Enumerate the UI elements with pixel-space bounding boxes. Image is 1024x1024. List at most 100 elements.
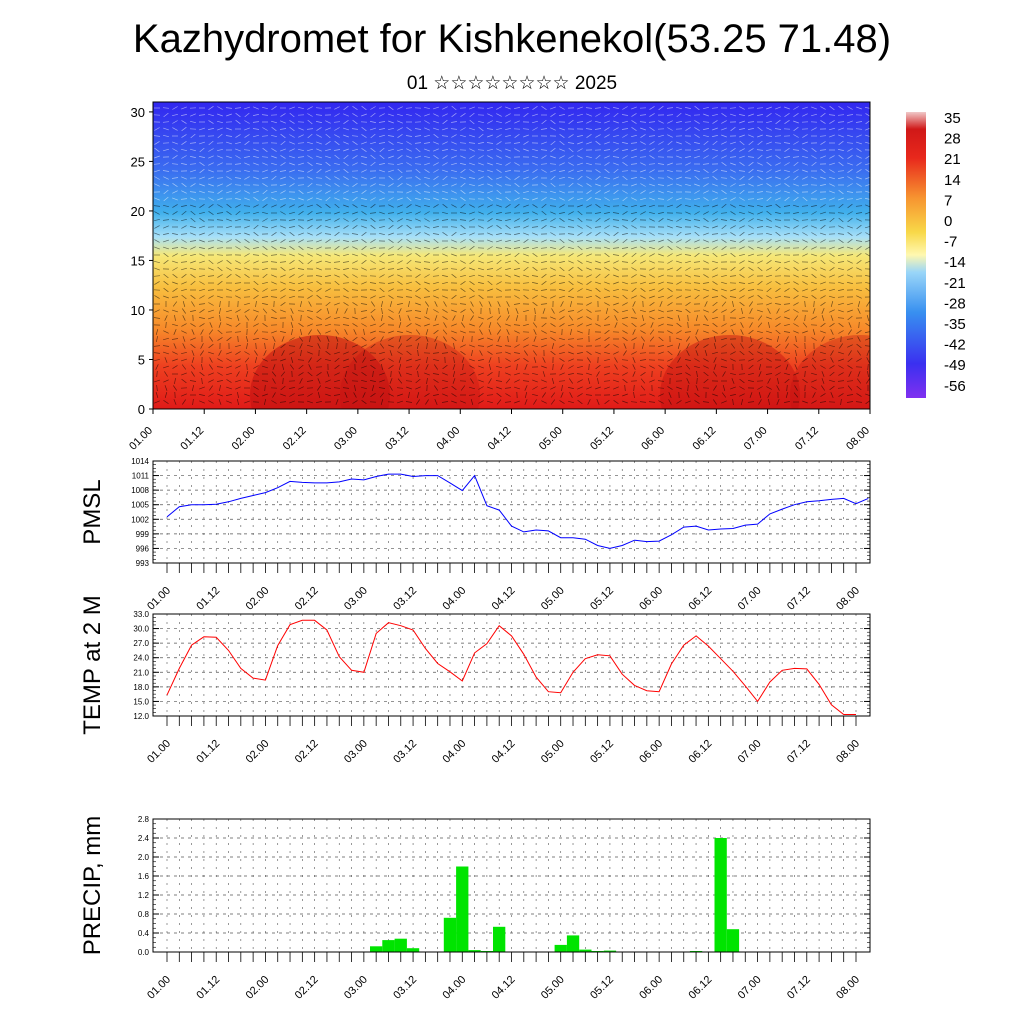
wind-vector (478, 191, 484, 193)
wind-vector (451, 190, 457, 194)
wind-vector (550, 182, 556, 188)
wind-vector (486, 128, 494, 130)
wind-vector (298, 232, 304, 236)
wind-vector (775, 203, 781, 209)
wind-vector (487, 275, 493, 277)
wind-vector (460, 288, 466, 292)
wind-vector (622, 294, 628, 300)
wind-vector (496, 392, 502, 398)
wind-vector (856, 176, 862, 180)
wind-vector (496, 233, 502, 235)
warm-cell (250, 335, 390, 409)
wind-vector (279, 254, 287, 256)
wind-vector (730, 343, 736, 349)
wind-vector (156, 336, 158, 342)
wind-vector (829, 365, 835, 369)
precip-bar (566, 935, 580, 952)
wind-vector (424, 274, 430, 278)
wind-vector (686, 350, 690, 356)
wind-vector (424, 204, 430, 208)
wind-vector (631, 134, 637, 138)
wind-vector (857, 371, 861, 377)
wind-vector (676, 400, 682, 404)
wind-vector (162, 121, 170, 123)
wind-vector (218, 322, 222, 328)
wind-vector (254, 350, 258, 356)
wind-vector (235, 190, 241, 194)
wind-vector (595, 351, 601, 355)
wind-vector (829, 197, 835, 201)
wind-vector (550, 316, 556, 320)
wind-vector (703, 169, 709, 173)
wind-vector (189, 240, 197, 242)
wind-vector (334, 211, 340, 215)
wind-vector (704, 349, 708, 357)
wind-vector (370, 295, 376, 299)
y-tick-label: 18.0 (133, 683, 149, 692)
wind-vector (235, 386, 241, 390)
wind-vector (462, 314, 464, 322)
wind-vector (802, 288, 808, 292)
wind-vector (712, 281, 718, 285)
wind-vector (244, 315, 250, 321)
wind-vector (541, 261, 547, 263)
colorbar (906, 112, 926, 398)
wind-vector (399, 315, 401, 321)
wind-vector (378, 282, 386, 284)
wind-vector (354, 385, 356, 391)
wind-vector (408, 391, 410, 399)
wind-vector (829, 105, 835, 111)
wind-vector (451, 393, 457, 397)
wind-vector (739, 393, 745, 397)
wind-vector (721, 337, 727, 341)
wind-vector (631, 225, 637, 229)
wind-vector (414, 310, 422, 312)
wind-vector (505, 393, 511, 397)
wind-vector (639, 352, 647, 354)
wind-vector (847, 274, 853, 278)
wind-vector (370, 197, 376, 201)
wind-vector (424, 218, 430, 222)
wind-vector (406, 148, 412, 152)
wind-vector (405, 310, 413, 312)
wind-vector (604, 273, 610, 279)
wind-vector (487, 183, 493, 187)
wind-vector (488, 357, 492, 363)
y-tick-label: 0.0 (138, 948, 150, 957)
wind-vector (712, 190, 718, 194)
wind-vector (460, 155, 466, 159)
wind-vector (432, 218, 440, 222)
wind-vector (244, 302, 250, 306)
wind-vector (288, 240, 296, 242)
wind-vector (272, 392, 276, 398)
wind-vector (432, 127, 440, 131)
wind-vector (478, 142, 484, 144)
wind-vector (442, 113, 448, 117)
wind-vector (254, 315, 258, 321)
wind-vector (478, 400, 484, 404)
wind-vector (424, 127, 430, 131)
wind-vector (154, 400, 160, 404)
wind-vector (586, 351, 592, 355)
wind-vector (460, 182, 466, 188)
wind-vector (245, 370, 249, 378)
wind-vector (461, 322, 465, 328)
wind-vector (190, 217, 196, 223)
wind-vector (758, 392, 762, 398)
wind-vector (156, 370, 158, 378)
wind-vector (513, 226, 521, 228)
wind-vector (532, 379, 538, 383)
wind-vector (181, 225, 187, 229)
wind-vector (208, 372, 214, 376)
wind-vector (352, 148, 358, 152)
wind-vector (866, 357, 870, 363)
wind-vector (774, 142, 782, 144)
wind-vector (325, 386, 331, 390)
wind-vector (730, 288, 736, 292)
wind-vector (838, 134, 844, 138)
wind-vector (739, 225, 745, 229)
wind-vector (630, 163, 638, 165)
wind-vector (162, 345, 170, 347)
wind-vector (603, 246, 611, 250)
